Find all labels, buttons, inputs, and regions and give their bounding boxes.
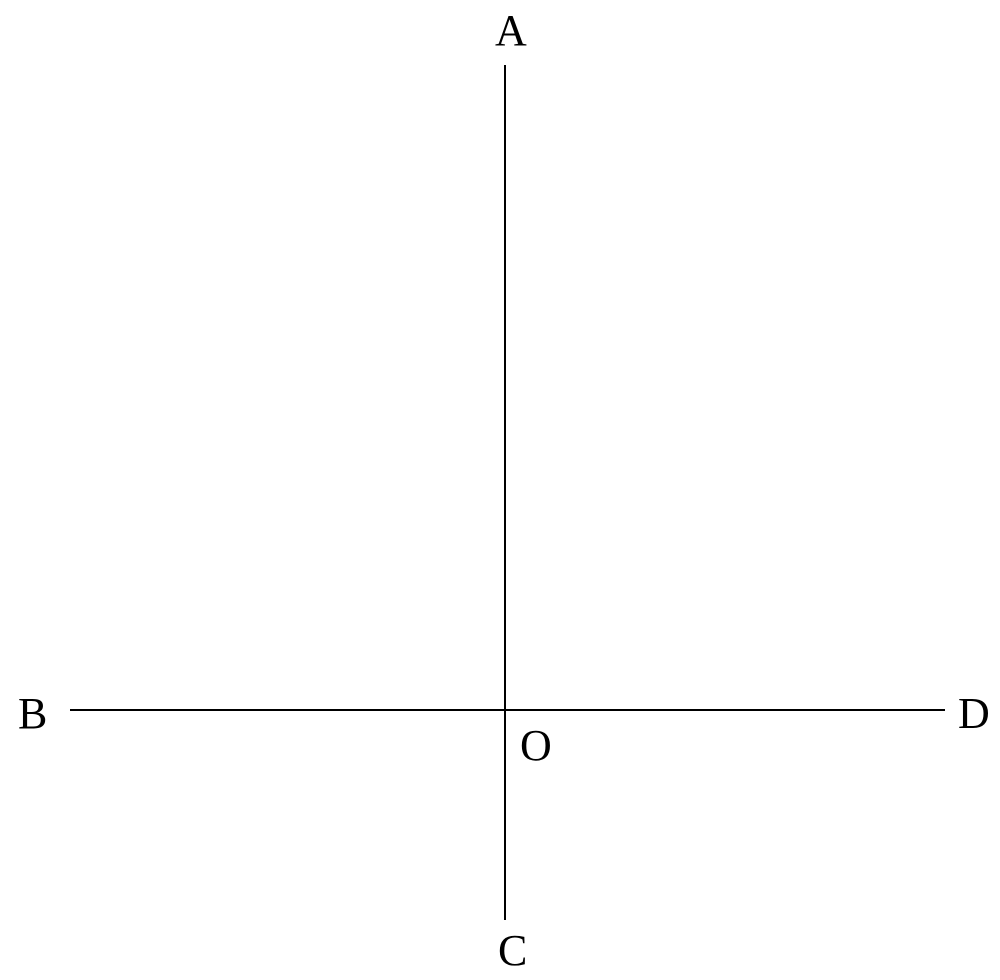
label-B: B [18, 688, 47, 739]
label-A: A [495, 5, 527, 56]
geometric-diagram: A B C D O [0, 0, 1000, 980]
label-C: C [498, 925, 527, 976]
line-BD [70, 709, 945, 711]
label-D: D [958, 688, 990, 739]
label-O: O [520, 720, 552, 771]
line-AC [504, 65, 506, 920]
